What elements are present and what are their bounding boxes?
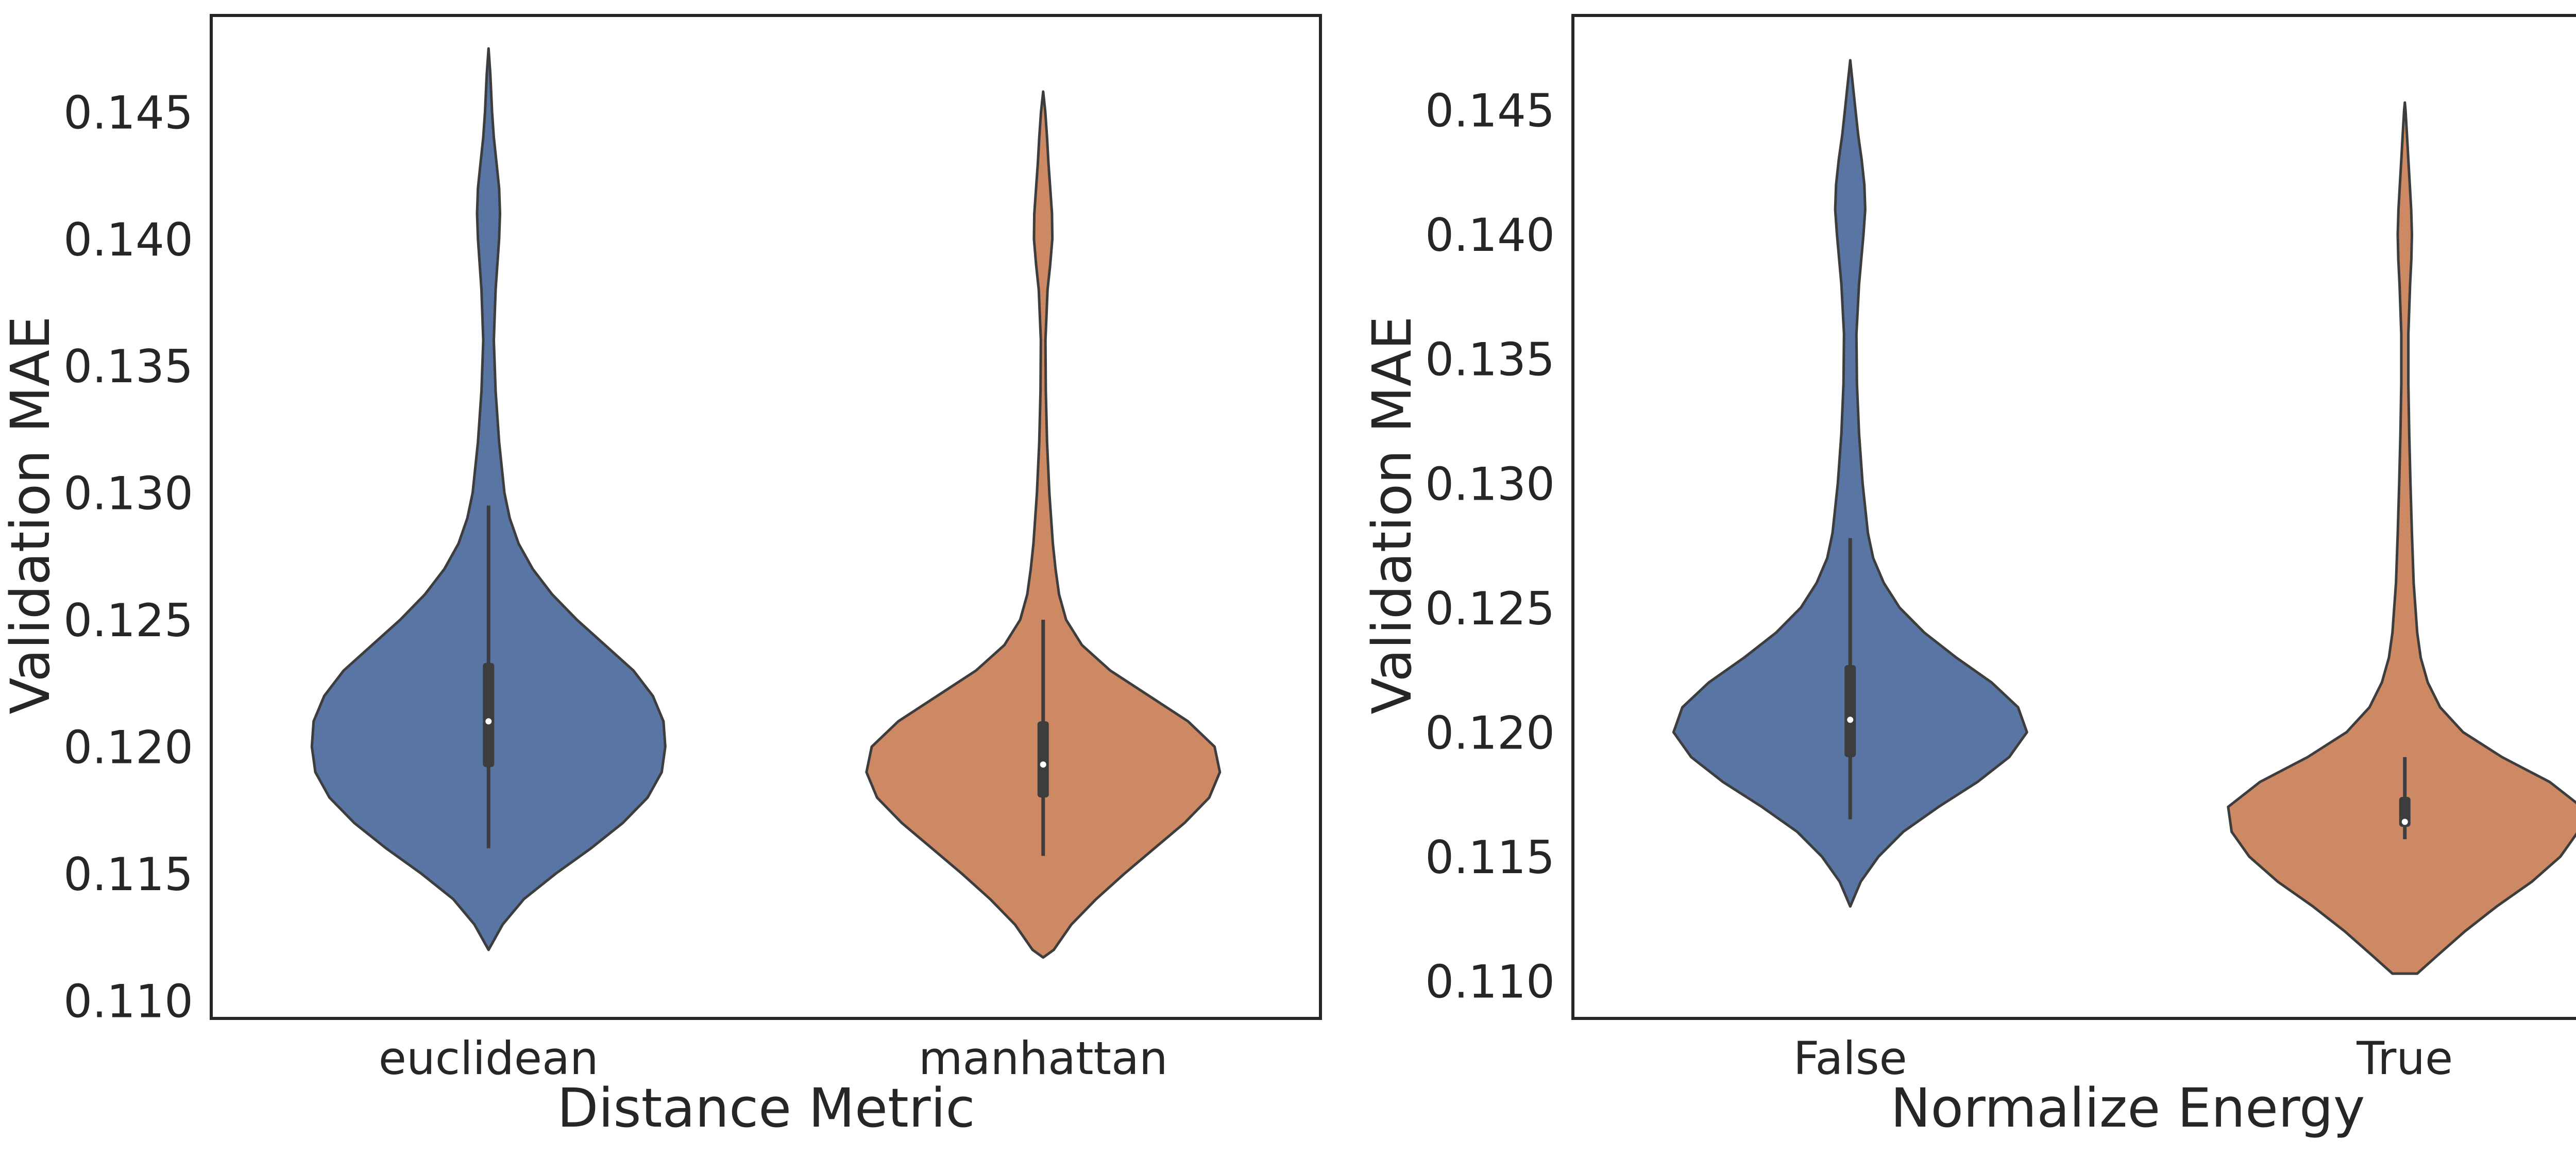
- y-tick-label: 0.130: [63, 467, 193, 520]
- y-tick-label: 0.140: [63, 213, 193, 266]
- violin-euclidean: [310, 47, 667, 951]
- plot-frame: [1571, 14, 2576, 1020]
- y-tick-label: 0.145: [1425, 84, 1555, 138]
- x-tick-label: manhattan: [919, 1032, 1168, 1085]
- iqr-box-True: [2399, 797, 2411, 827]
- y-tick-label: 0.110: [1425, 956, 1555, 1009]
- x-tick-label: False: [1793, 1032, 1907, 1085]
- y-tick-label: 0.120: [63, 721, 193, 774]
- y-tick-label: 0.130: [1425, 457, 1555, 511]
- y-tick-label: 0.135: [63, 340, 193, 393]
- y-tick-label: 0.140: [1425, 209, 1555, 262]
- median-point-True: [2401, 819, 2408, 825]
- median-point-euclidean: [485, 718, 492, 725]
- y-tick-label: 0.110: [63, 975, 193, 1028]
- chart-normalize-energy: Validation MAE Normalize Energy 0.110 0.1…: [1361, 14, 2576, 1139]
- y-tick-label: 0.115: [1425, 831, 1555, 884]
- median-point-False: [1847, 717, 1854, 723]
- x-axis-label: Distance Metric: [557, 1077, 975, 1139]
- y-tick-label: 0.135: [1425, 333, 1555, 386]
- chart-distance-metric: Validation MAE Distance Metric 0.110 0.11…: [0, 14, 1322, 1139]
- x-tick-label: euclidean: [379, 1032, 599, 1085]
- iqr-box-manhattan: [1037, 721, 1049, 798]
- y-axis-label: Validation MAE: [1361, 316, 1423, 714]
- y-tick-label: 0.115: [63, 848, 193, 901]
- x-tick-label: True: [2356, 1032, 2453, 1085]
- y-axis-label: Validation MAE: [0, 316, 62, 714]
- median-point-manhattan: [1040, 761, 1046, 768]
- y-tick-label: 0.125: [1425, 582, 1555, 635]
- violin-False: [1672, 59, 2028, 908]
- y-tick-label: 0.120: [1425, 706, 1555, 759]
- violin-True: [2227, 101, 2576, 975]
- violin-manhattan: [865, 90, 1222, 959]
- plot-frame: [210, 14, 1322, 1020]
- iqr-box-euclidean: [483, 662, 495, 768]
- y-tick-label: 0.145: [63, 86, 193, 139]
- x-axis-label: Normalize Energy: [1891, 1077, 2365, 1139]
- y-tick-label: 0.125: [63, 594, 193, 647]
- iqr-box-False: [1844, 665, 1856, 757]
